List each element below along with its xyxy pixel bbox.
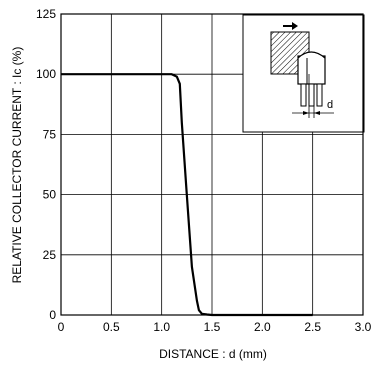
x-tick-label: 2.0: [254, 320, 271, 334]
sensor-lead-1: [300, 83, 307, 107]
sensor-lens: [297, 51, 326, 59]
y-axis-label: RELATIVE COLLECTOR CURRENT : Ic (%): [10, 47, 24, 284]
x-tick-label: 2.5: [304, 320, 321, 334]
y-tick-label: 100: [36, 67, 56, 81]
y-tick-label: 50: [43, 188, 57, 202]
y-tick-label: 75: [43, 127, 57, 141]
series-line-relative-current: [61, 73, 313, 317]
x-tick-label: 3.0: [355, 320, 372, 334]
dimension-arrow-left-icon: [303, 111, 309, 115]
y-tick-label: 0: [49, 308, 56, 322]
sensor-lead-3: [316, 83, 323, 107]
x-tick-labels: 0 0.5 1.0 1.5 2.0 2.5 3.0: [58, 320, 372, 334]
sensor-body: [297, 55, 326, 85]
x-tick-label: 0.5: [103, 320, 120, 334]
x-tick-label: 0: [58, 320, 65, 334]
dimension-arrow-right-icon: [314, 111, 320, 115]
x-tick-label: 1.5: [204, 320, 221, 334]
inset-diagram: d: [242, 14, 365, 133]
x-axis-label: DISTANCE : d (mm): [159, 347, 267, 361]
inset-label-d: d: [327, 99, 333, 111]
x-tick-label: 1.0: [153, 320, 170, 334]
sensor-lead-2: [308, 83, 315, 107]
y-tick-label: 125: [36, 7, 56, 21]
y-tick-label: 25: [43, 248, 57, 262]
arrow-head-icon: [292, 22, 298, 30]
y-tick-labels: 0 25 50 75 100 125: [36, 7, 56, 322]
